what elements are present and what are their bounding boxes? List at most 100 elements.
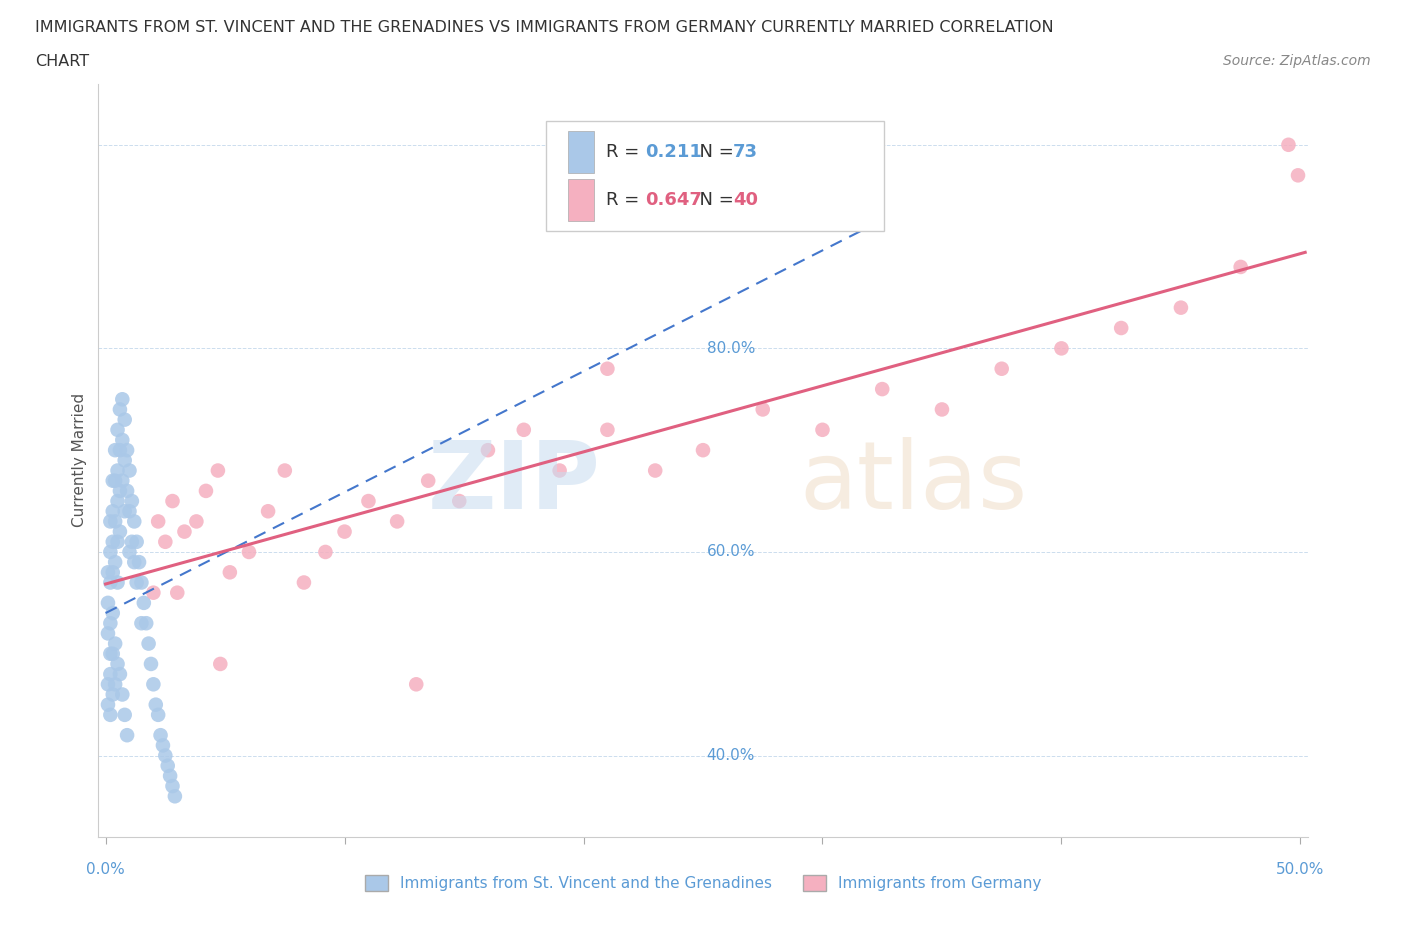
Point	[121, 535, 143, 550]
Point	[108, 667, 131, 682]
Point	[101, 646, 124, 661]
Text: 50.0%: 50.0%	[1277, 862, 1324, 877]
Point	[166, 585, 188, 600]
Text: 80.0%: 80.0%	[707, 341, 755, 356]
Text: IMMIGRANTS FROM ST. VINCENT AND THE GRENADINES VS IMMIGRANTS FROM GERMANY CURREN: IMMIGRANTS FROM ST. VINCENT AND THE GREN…	[35, 20, 1053, 35]
Point	[135, 616, 157, 631]
Point	[125, 535, 148, 550]
Point	[111, 473, 134, 488]
Text: 73: 73	[734, 143, 758, 161]
Point	[142, 585, 165, 600]
Text: R =: R =	[606, 143, 645, 161]
Point	[97, 565, 120, 579]
Point	[207, 463, 229, 478]
Point	[107, 535, 129, 550]
Point	[97, 626, 120, 641]
Text: atlas: atlas	[800, 437, 1028, 529]
Point	[104, 636, 127, 651]
Point	[155, 748, 177, 763]
Point	[107, 494, 129, 509]
Point	[101, 504, 124, 519]
Point	[114, 708, 136, 723]
Point	[1277, 138, 1299, 153]
Point	[146, 514, 169, 529]
Text: 40: 40	[734, 191, 758, 209]
Point	[218, 565, 240, 579]
Point	[152, 737, 174, 752]
Point	[114, 504, 136, 519]
Point	[97, 698, 120, 712]
Point	[107, 657, 129, 671]
Point	[644, 463, 666, 478]
Point	[385, 514, 408, 529]
Point	[142, 677, 165, 692]
Legend: Immigrants from St. Vincent and the Grenadines, Immigrants from Germany: Immigrants from St. Vincent and the Gren…	[359, 869, 1047, 897]
Point	[98, 667, 121, 682]
Point	[98, 616, 121, 631]
Point	[97, 595, 120, 610]
Point	[162, 778, 184, 793]
Point	[186, 514, 208, 529]
Point	[118, 545, 141, 560]
Point	[155, 535, 177, 550]
Point	[118, 463, 141, 478]
Text: 40.0%: 40.0%	[707, 748, 755, 763]
Point	[1050, 341, 1073, 356]
Point	[292, 575, 315, 590]
Point	[692, 443, 714, 458]
Point	[111, 687, 134, 702]
Point	[138, 636, 160, 651]
Point	[114, 412, 136, 427]
Text: N =: N =	[689, 191, 740, 209]
Point	[405, 677, 427, 692]
Point	[159, 768, 181, 783]
Point	[1170, 300, 1192, 315]
Point	[101, 605, 124, 620]
Point	[98, 514, 121, 529]
Point	[449, 494, 471, 509]
Y-axis label: Currently Married: Currently Married	[72, 393, 87, 527]
Bar	[568, 179, 595, 220]
Point	[314, 545, 336, 560]
Point	[104, 677, 127, 692]
Point	[104, 473, 127, 488]
Text: N =: N =	[689, 143, 740, 161]
Point	[596, 361, 619, 376]
Point	[128, 554, 150, 569]
Point	[513, 422, 536, 437]
Point	[163, 789, 186, 804]
Point	[477, 443, 499, 458]
Point	[107, 463, 129, 478]
Point	[548, 463, 571, 478]
Text: ZIP: ZIP	[427, 437, 600, 529]
Point	[209, 657, 232, 671]
Point	[173, 525, 195, 539]
Point	[104, 443, 127, 458]
Point	[98, 708, 121, 723]
Point	[108, 484, 131, 498]
Point	[149, 728, 172, 743]
Point	[1229, 259, 1251, 274]
Point	[162, 494, 184, 509]
Point	[111, 432, 134, 447]
Point	[146, 708, 169, 723]
Point	[98, 575, 121, 590]
Point	[122, 514, 145, 529]
Point	[108, 525, 131, 539]
Text: 0.211: 0.211	[645, 143, 702, 161]
Point	[101, 535, 124, 550]
Point	[1109, 321, 1132, 336]
Point	[238, 545, 260, 560]
Point	[101, 565, 124, 579]
Point	[274, 463, 297, 478]
Point	[1286, 168, 1309, 183]
Point	[751, 402, 773, 417]
Point	[97, 677, 120, 692]
Point	[132, 595, 155, 610]
Text: 0.0%: 0.0%	[86, 862, 125, 877]
Point	[111, 392, 134, 406]
Point	[139, 657, 162, 671]
Point	[131, 616, 153, 631]
Text: 100.0%: 100.0%	[707, 138, 765, 153]
Text: Source: ZipAtlas.com: Source: ZipAtlas.com	[1223, 54, 1371, 68]
